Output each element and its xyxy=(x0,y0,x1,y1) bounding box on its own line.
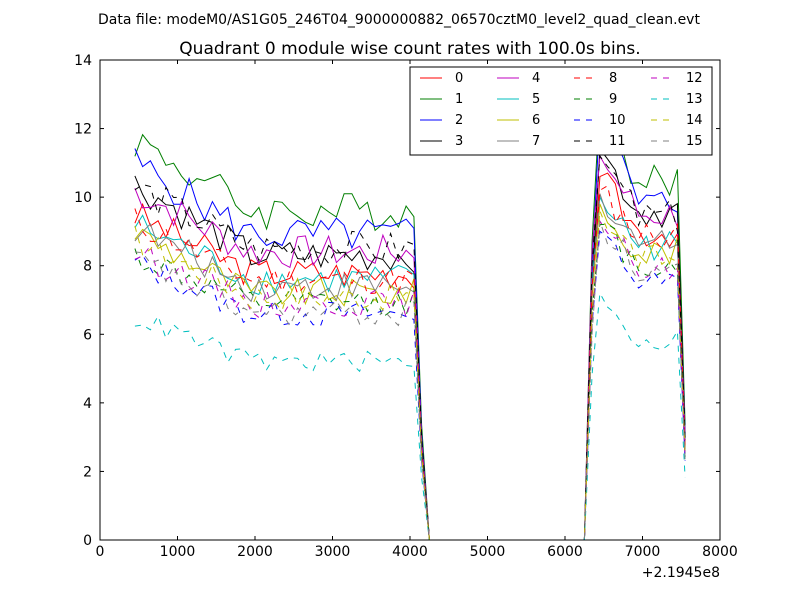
x-tick-label: 2000 xyxy=(237,544,273,560)
series-line-10 xyxy=(134,230,686,541)
x-tick-label: 1000 xyxy=(160,544,196,560)
chart-suptitle: Data file: modeM0/AS1G05_246T04_90000008… xyxy=(98,12,700,28)
y-tick-label: 6 xyxy=(83,327,92,343)
series-line-15 xyxy=(134,220,686,541)
legend-label-15: 15 xyxy=(686,134,703,149)
y-tick-label: 2 xyxy=(83,464,92,480)
series-line-4 xyxy=(134,154,686,541)
x-tick-label: 3000 xyxy=(315,544,351,560)
legend-label-10: 10 xyxy=(609,113,626,128)
y-tick-label: 10 xyxy=(74,190,92,206)
x-tick-label: 8000 xyxy=(702,544,738,560)
series-line-5 xyxy=(134,195,686,541)
legend-label-5: 5 xyxy=(532,92,540,107)
legend-label-1: 1 xyxy=(455,92,463,107)
series-line-13 xyxy=(134,291,686,541)
legend-label-3: 3 xyxy=(455,134,463,149)
y-tick-label: 8 xyxy=(83,259,92,275)
x-tick-label: 7000 xyxy=(625,544,661,560)
series-line-7 xyxy=(134,193,686,541)
legend-label-14: 14 xyxy=(686,113,703,128)
series-line-2 xyxy=(134,113,686,541)
y-tick-label: 12 xyxy=(74,122,92,138)
legend-label-2: 2 xyxy=(455,113,463,128)
x-tick-label: 5000 xyxy=(470,544,506,560)
chart-title: Quadrant 0 module wise count rates with … xyxy=(179,39,640,59)
y-tick-label: 0 xyxy=(83,533,92,549)
x-tick-label: 6000 xyxy=(547,544,583,560)
legend-label-6: 6 xyxy=(532,113,540,128)
legend-label-11: 11 xyxy=(609,134,626,149)
series-line-11 xyxy=(134,154,686,541)
series-line-3 xyxy=(134,147,686,541)
legend-label-12: 12 xyxy=(686,71,703,86)
y-tick-label: 4 xyxy=(83,396,92,412)
series-line-14 xyxy=(134,210,686,541)
x-axis: 0 1000 2000 3000 4000 5000 6000 7000 8000 xyxy=(96,60,738,560)
legend-label-13: 13 xyxy=(686,92,703,107)
legend-box xyxy=(409,66,713,156)
x-tick-label: 0 xyxy=(96,544,105,560)
series-group xyxy=(134,100,686,541)
legend-label-4: 4 xyxy=(532,71,540,86)
series-line-8 xyxy=(134,185,686,541)
series-line-1 xyxy=(134,100,686,541)
x-axis-offset-text: +2.1945e8 xyxy=(642,565,720,581)
legend-label-8: 8 xyxy=(609,71,617,86)
legend-label-7: 7 xyxy=(532,134,540,149)
series-line-9 xyxy=(134,223,686,541)
legend-label-0: 0 xyxy=(455,71,463,86)
legend-label-9: 9 xyxy=(609,92,617,107)
x-tick-label: 4000 xyxy=(392,544,428,560)
y-tick-label: 14 xyxy=(74,53,92,69)
